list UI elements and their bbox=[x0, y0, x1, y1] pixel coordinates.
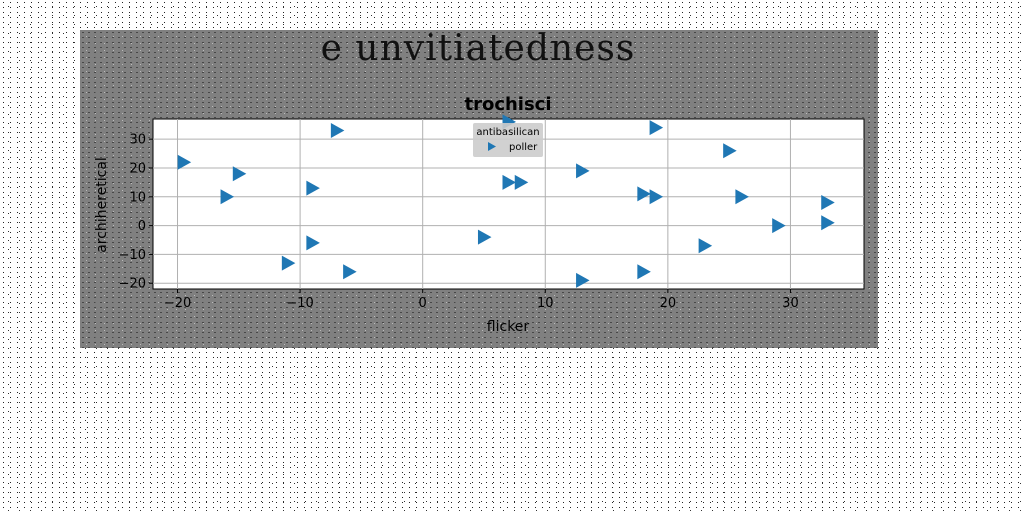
data-point bbox=[281, 255, 296, 271]
data-point bbox=[576, 272, 590, 288]
y-tick-label: 0 bbox=[138, 219, 146, 234]
legend-title: antibasilican bbox=[476, 127, 539, 138]
legend: antibasilican poller bbox=[473, 123, 543, 157]
legend-marker-icon bbox=[488, 142, 496, 151]
data-point bbox=[576, 163, 590, 179]
data-point bbox=[649, 120, 664, 136]
y-axis-label: archiheretical bbox=[94, 157, 110, 253]
data-point bbox=[514, 174, 529, 190]
data-point bbox=[220, 189, 235, 205]
y-tick-label: −10 bbox=[119, 248, 146, 263]
data-point bbox=[821, 195, 835, 211]
x-tick-label: 20 bbox=[660, 296, 677, 311]
legend-series-label: poller bbox=[509, 142, 538, 153]
x-tick-label: 30 bbox=[782, 296, 799, 311]
figure-suptitle: e unvitiatedness bbox=[320, 28, 636, 69]
data-point bbox=[306, 235, 320, 251]
data-point bbox=[232, 166, 247, 182]
data-point bbox=[821, 215, 835, 231]
x-axis-label: flicker bbox=[487, 319, 530, 335]
data-point bbox=[177, 154, 192, 170]
x-tick-label: 0 bbox=[419, 296, 427, 311]
data-point bbox=[649, 189, 664, 205]
data-point bbox=[306, 180, 320, 196]
y-axis-ticks: −20 −10 0 10 20 30 bbox=[119, 133, 153, 292]
data-point bbox=[502, 174, 516, 190]
data-point bbox=[637, 264, 651, 280]
x-tick-label: −20 bbox=[164, 296, 191, 311]
y-tick-label: 10 bbox=[129, 190, 146, 205]
x-tick-label: 10 bbox=[537, 296, 554, 311]
data-point bbox=[735, 189, 749, 205]
chart-title: trochisci bbox=[464, 94, 551, 115]
data-point bbox=[637, 186, 651, 202]
x-axis-ticks: −20 −10 0 10 20 30 bbox=[164, 289, 799, 311]
data-point bbox=[343, 264, 357, 280]
data-point bbox=[477, 229, 492, 245]
y-tick-label: 20 bbox=[129, 161, 146, 176]
y-tick-label: 30 bbox=[129, 133, 146, 148]
x-tick-label: −10 bbox=[286, 296, 313, 311]
y-tick-label: −20 bbox=[119, 277, 146, 292]
data-point bbox=[772, 218, 786, 234]
data-point bbox=[330, 123, 345, 139]
data-point bbox=[723, 143, 737, 159]
data-point bbox=[698, 238, 713, 254]
